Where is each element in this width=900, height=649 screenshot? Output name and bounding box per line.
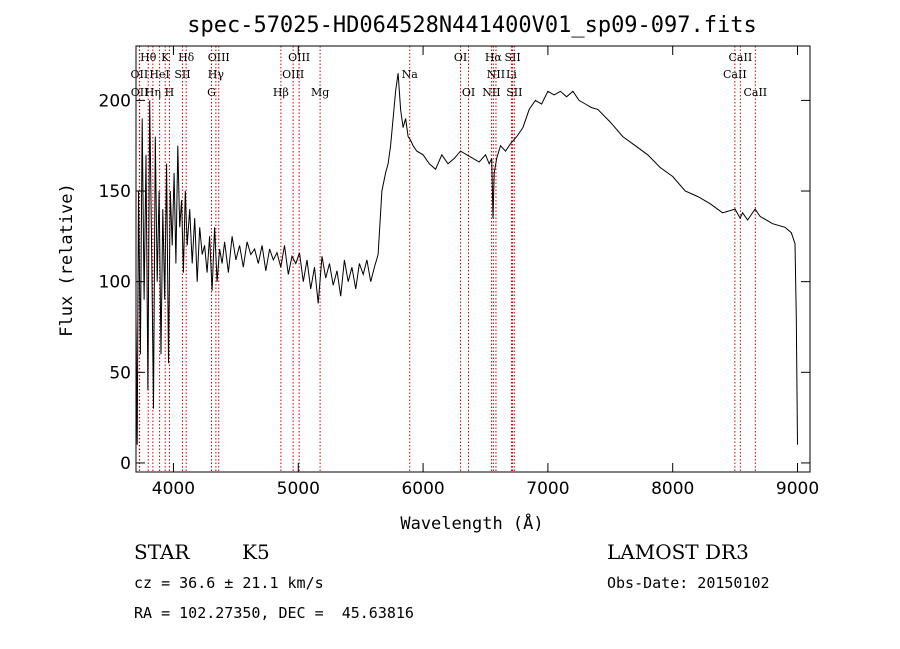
line-label-4: OIII xyxy=(288,51,310,64)
line-label-18: OII xyxy=(131,86,149,99)
y-axis-label: Flux (relative) xyxy=(57,183,77,337)
line-label-20: H xyxy=(165,86,175,99)
line-label-6: Hα xyxy=(485,51,503,64)
line-label-3: OIII xyxy=(208,51,230,64)
survey-name: LAMOST DR3 xyxy=(607,540,749,564)
sky-coordinates: RA = 102.27350, DEC = 45.63816 xyxy=(134,604,414,622)
line-label-16: Li xyxy=(506,68,517,81)
x-tick-label-5: 9000 xyxy=(776,479,819,499)
chart-title: spec-57025-HD064528N441400V01_sp09-097.f… xyxy=(187,13,757,38)
line-label-23: Mg xyxy=(311,86,329,99)
line-label-12: Hγ xyxy=(208,68,225,81)
plot-frame xyxy=(135,45,811,473)
y-tick-label-2: 100 xyxy=(99,273,131,293)
line-label-24: OI xyxy=(462,86,475,99)
line-label-19: Hη xyxy=(145,86,161,99)
line-label-2: Hδ xyxy=(178,51,195,64)
spectral-line-markers xyxy=(138,46,756,472)
line-label-15: NII xyxy=(487,68,505,81)
line-label-10: HeI xyxy=(149,68,169,81)
x-tick-label-2: 6000 xyxy=(401,479,444,499)
x-tick-label-3: 7000 xyxy=(526,479,569,499)
line-label-21: G xyxy=(207,86,216,99)
axis-ticks: 4000 5000 6000 7000 8000 9000 0 50 100 150 200 xyxy=(99,46,819,499)
object-class: STAR xyxy=(134,540,190,564)
y-tick-label-1: 50 xyxy=(109,363,131,383)
line-label-25: NII xyxy=(482,86,500,99)
y-tick-label-4: 200 xyxy=(99,91,131,111)
observation-date: Obs-Date: 20150102 xyxy=(607,574,770,592)
x-axis-label: Wavelength (Å) xyxy=(400,512,543,534)
line-label-22: Hβ xyxy=(273,86,289,99)
line-label-26: SII xyxy=(506,86,522,99)
line-label-14: Na xyxy=(402,68,419,81)
line-label-7: SII xyxy=(504,51,520,64)
line-label-1: K xyxy=(161,51,170,64)
line-label-13: OIII xyxy=(282,68,304,81)
line-label-27: CaII xyxy=(743,86,767,99)
y-tick-label-0: 0 xyxy=(120,454,131,474)
line-label-17: CaII xyxy=(723,68,747,81)
x-tick-label-0: 4000 xyxy=(152,479,195,499)
y-tick-label-3: 150 xyxy=(99,182,131,202)
line-label-9: OII xyxy=(131,68,149,81)
object-subclass: K5 xyxy=(242,540,270,564)
line-label-8: CaII xyxy=(729,51,753,64)
line-label-0: Hθ xyxy=(140,51,157,64)
line-label-11: SII xyxy=(174,68,190,81)
x-tick-label-4: 8000 xyxy=(651,479,694,499)
flux-series-line xyxy=(135,73,798,445)
redshift-value: cz = 36.6 ± 21.1 km/s xyxy=(134,574,324,592)
x-tick-label-1: 5000 xyxy=(277,479,320,499)
line-label-5: OI xyxy=(454,51,467,64)
